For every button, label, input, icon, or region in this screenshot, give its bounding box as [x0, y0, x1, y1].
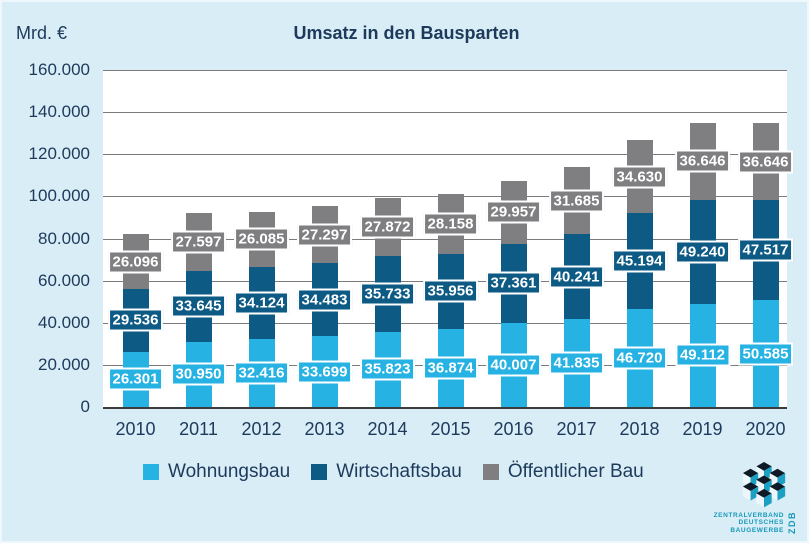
- data-label-2019--ffentlicher-bau: 36.646: [674, 149, 731, 173]
- data-label-2016-wohnungsbau: 40.007: [485, 353, 542, 377]
- logo-org-line: ZENTRALVERBAND: [713, 512, 784, 520]
- y-axis-unit-label: Mrd. €: [16, 23, 68, 43]
- legend-swatch-icon: [482, 464, 499, 480]
- logo-abbr: ZDB: [787, 511, 797, 534]
- chart-title: Umsatz in den Bausparten: [293, 23, 520, 43]
- logo-org-name: ZENTRALVERBAND DEUTSCHES BAUGEWERBE: [714, 512, 784, 534]
- x-tick-label-2012: 2012: [241, 419, 282, 439]
- data-label-2013-wohnungsbau: 33.699: [296, 360, 353, 383]
- data-label-2015-wohnungsbau: 36.874: [422, 356, 479, 380]
- legend-item-wohnungsbau: Wohnungsbau: [143, 461, 290, 483]
- legend-item--ffentlicher-bau: Öffentlicher Bau: [482, 461, 644, 483]
- zdb-logo: ZENTRALVERBAND DEUTSCHES BAUGEWERBE ZDB: [675, 462, 797, 536]
- data-label-2010-wohnungsbau: 26.301: [107, 367, 164, 391]
- data-label-2020-wohnungsbau: 50.585: [737, 342, 794, 366]
- plot-area: 26.301 29.536 26.096 30.950 33.645 27.597 32.4…: [103, 70, 794, 409]
- data-label-2020--ffentlicher-bau: 36.646: [737, 150, 794, 174]
- data-label-2014-wohnungsbau: 35.823: [359, 357, 416, 381]
- y-tick-label: 0: [80, 397, 90, 416]
- legend: Wohnungsbau Wirtschaftsbau Öffentlicher Ba…: [143, 461, 644, 483]
- legend-label: Wirtschaftsbau: [336, 461, 462, 482]
- x-tick-label-2014: 2014: [367, 419, 408, 439]
- data-label-2011--ffentlicher-bau: 27.597: [170, 230, 227, 254]
- legend-swatch-icon: [311, 464, 328, 480]
- data-label-2017--ffentlicher-bau: 31.685: [548, 189, 605, 213]
- x-tick-label-2010: 2010: [115, 419, 156, 439]
- data-label-2011-wirtschaftsbau: 33.645: [170, 294, 227, 318]
- data-label-2012--ffentlicher-bau: 26.085: [233, 227, 290, 251]
- data-label-2014-wirtschaftsbau: 35.733: [359, 282, 416, 306]
- data-label-2018-wohnungsbau: 46.720: [611, 346, 668, 370]
- x-tick-label-2011: 2011: [179, 419, 218, 439]
- gridline-120000: [103, 154, 787, 156]
- logo-org-line: DEUTSCHES: [738, 519, 784, 527]
- x-tick-label-2015: 2015: [430, 419, 471, 439]
- gridline-140000: [103, 112, 787, 114]
- x-tick-label-2017: 2017: [556, 419, 597, 439]
- legend-label: Wohnungsbau: [168, 461, 291, 482]
- data-label-2019-wohnungsbau: 49.112: [674, 343, 731, 367]
- data-label-2017-wirtschaftsbau: 40.241: [548, 265, 605, 288]
- data-label-2011-wohnungsbau: 30.950: [170, 362, 227, 386]
- legend-label: Öffentlicher Bau: [507, 461, 644, 482]
- data-label-2016-wirtschaftsbau: 37.361: [485, 271, 542, 295]
- data-label-2020-wirtschaftsbau: 47.517: [737, 238, 794, 262]
- gridline-160000: [103, 70, 787, 71]
- data-label-2015-wirtschaftsbau: 35.956: [422, 279, 479, 303]
- x-tick-label-2020: 2020: [745, 419, 786, 439]
- y-tick-label: 40.000: [38, 312, 90, 332]
- x-tick-label-2016: 2016: [493, 419, 534, 439]
- logo-org-line: BAUGEWERBE: [730, 526, 784, 534]
- data-label-2019-wirtschaftsbau: 49.240: [674, 240, 731, 264]
- legend-item-wirtschaftsbau: Wirtschaftsbau: [311, 461, 462, 483]
- legend-swatch-icon: [143, 464, 159, 480]
- x-tick-label-2013: 2013: [304, 419, 345, 439]
- gridline-0: [103, 407, 787, 409]
- data-label-2018-wirtschaftsbau: 45.194: [611, 249, 668, 273]
- data-label-2016--ffentlicher-bau: 29.957: [485, 200, 542, 224]
- data-label-2013-wirtschaftsbau: 34.483: [296, 288, 353, 312]
- y-tick-label: 160.000: [28, 60, 90, 79]
- y-tick-label: 120.000: [28, 144, 90, 164]
- y-tick-label: 80.000: [38, 228, 90, 248]
- logo-text: ZENTRALVERBAND DEUTSCHES BAUGEWERBE ZDB: [714, 510, 797, 534]
- y-tick-label: 60.000: [38, 270, 90, 290]
- data-label-2015--ffentlicher-bau: 28.158: [422, 212, 479, 236]
- x-tick-label-2019: 2019: [682, 419, 723, 439]
- y-tick-label: 20.000: [38, 354, 90, 374]
- data-label-2017-wohnungsbau: 41.835: [548, 351, 605, 375]
- x-tick-label-2018: 2018: [619, 419, 660, 439]
- data-label-2012-wohnungsbau: 32.416: [233, 361, 290, 385]
- y-tick-label: 140.000: [28, 102, 90, 122]
- data-label-2010--ffentlicher-bau: 26.096: [107, 250, 164, 274]
- y-tick-label: 100.000: [28, 186, 90, 206]
- data-label-2018--ffentlicher-bau: 34.630: [611, 165, 668, 189]
- data-label-2012-wirtschaftsbau: 34.124: [233, 291, 290, 315]
- zdb-cubes-icon: [742, 462, 786, 508]
- data-label-2013--ffentlicher-bau: 27.297: [296, 223, 353, 247]
- data-label-2014--ffentlicher-bau: 27.872: [359, 215, 416, 239]
- data-label-2010-wirtschaftsbau: 29.536: [107, 308, 164, 332]
